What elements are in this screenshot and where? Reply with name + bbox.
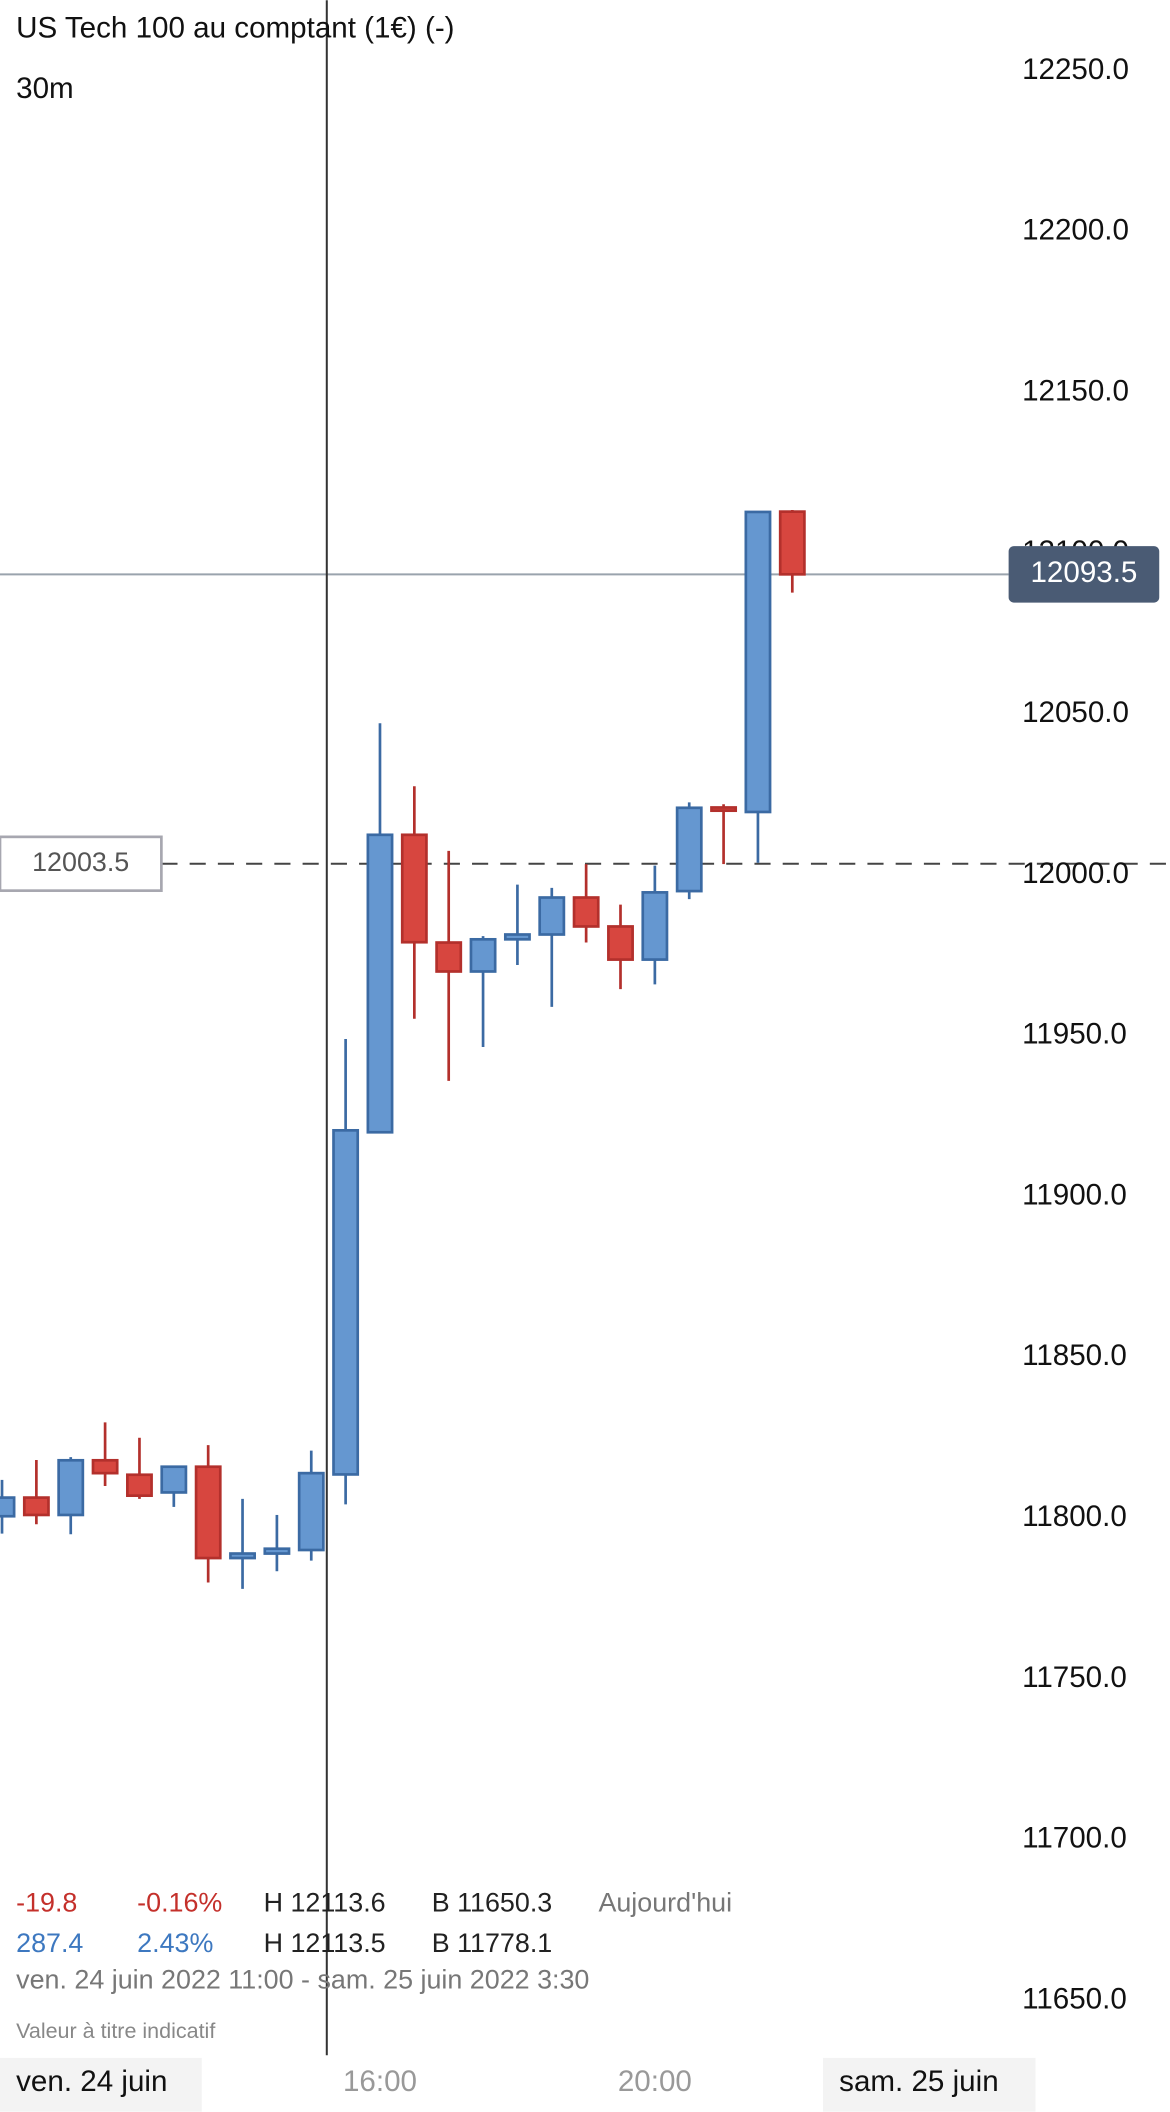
candle-body [22, 1496, 50, 1517]
candle-body [538, 896, 566, 936]
info-change: -19.8 [16, 1888, 77, 1918]
info-change: 287.4 [16, 1928, 83, 1958]
candle-body [572, 896, 600, 928]
candle-body [641, 891, 669, 961]
y-tick-label: 11750.0 [1022, 1661, 1127, 1694]
candle-body [263, 1547, 291, 1555]
candle-body [194, 1465, 222, 1560]
candle-body [332, 1128, 360, 1476]
last-price-label: 12093.5 [1030, 556, 1137, 589]
chart-title: US Tech 100 au comptant (1€) (-) [16, 12, 454, 45]
candle-body [469, 937, 497, 973]
candle-body [400, 833, 428, 944]
info-change-pct: 2.43% [137, 1928, 213, 1958]
date-label-bg [823, 2057, 1036, 2112]
info-low: B 11778.1 [432, 1928, 553, 1958]
candle-body [160, 1465, 188, 1494]
reference-label: 12003.5 [32, 847, 129, 877]
y-tick-label: 11800.0 [1022, 1500, 1127, 1533]
interval: 30m [16, 72, 74, 105]
candle-body [57, 1458, 85, 1517]
y-tick-label: 11850.0 [1022, 1339, 1127, 1372]
y-tick-label: 11650.0 [1022, 1982, 1127, 2015]
candle-body [366, 833, 394, 1134]
candle-body [503, 933, 531, 941]
candle-body [675, 806, 703, 893]
y-tick-label: 12150.0 [1022, 374, 1129, 407]
disclaimer: Valeur à titre indicatif [16, 2019, 215, 2043]
candle-body [710, 806, 738, 813]
reference-label-box [0, 835, 163, 892]
info-today: Aujourd'hui [598, 1888, 732, 1918]
info-change-pct: -0.16% [137, 1888, 222, 1918]
candle-body [607, 925, 634, 961]
y-tick-label: 12200.0 [1022, 214, 1129, 247]
x-tick-label: 20:00 [618, 2065, 692, 2098]
last-price-box [1008, 546, 1160, 603]
y-tick-label: 11950.0 [1022, 1018, 1127, 1051]
info-high: H 12113.5 [264, 1928, 386, 1958]
x-date-label: ven. 24 juin [16, 2065, 167, 2098]
info-high: H 12113.6 [264, 1888, 386, 1918]
plot-area [0, 510, 1170, 1589]
candle-body [744, 510, 772, 814]
y-tick-label: 12250.0 [1022, 53, 1129, 86]
candle-body [778, 510, 806, 576]
x-tick-label: 16:00 [343, 2065, 417, 2098]
info-low: B 11650.3 [432, 1888, 553, 1918]
x-date-label: sam. 25 juin [839, 2065, 998, 2098]
date-label-bg [0, 2057, 202, 2112]
y-tick-label: 11700.0 [1022, 1822, 1127, 1855]
info-period: ven. 24 juin 2022 11:00 - sam. 25 juin 2… [16, 1964, 589, 1994]
candle-body [297, 1471, 325, 1552]
y-tick-label: 12000.0 [1022, 857, 1129, 890]
candle-body [126, 1473, 153, 1498]
y-tick-label: 12050.0 [1022, 696, 1129, 729]
candle-body [229, 1552, 256, 1560]
candle-body [91, 1458, 119, 1475]
candle-body [0, 1496, 16, 1518]
candle-body [435, 941, 463, 973]
y-tick-label: 11900.0 [1022, 1178, 1127, 1211]
